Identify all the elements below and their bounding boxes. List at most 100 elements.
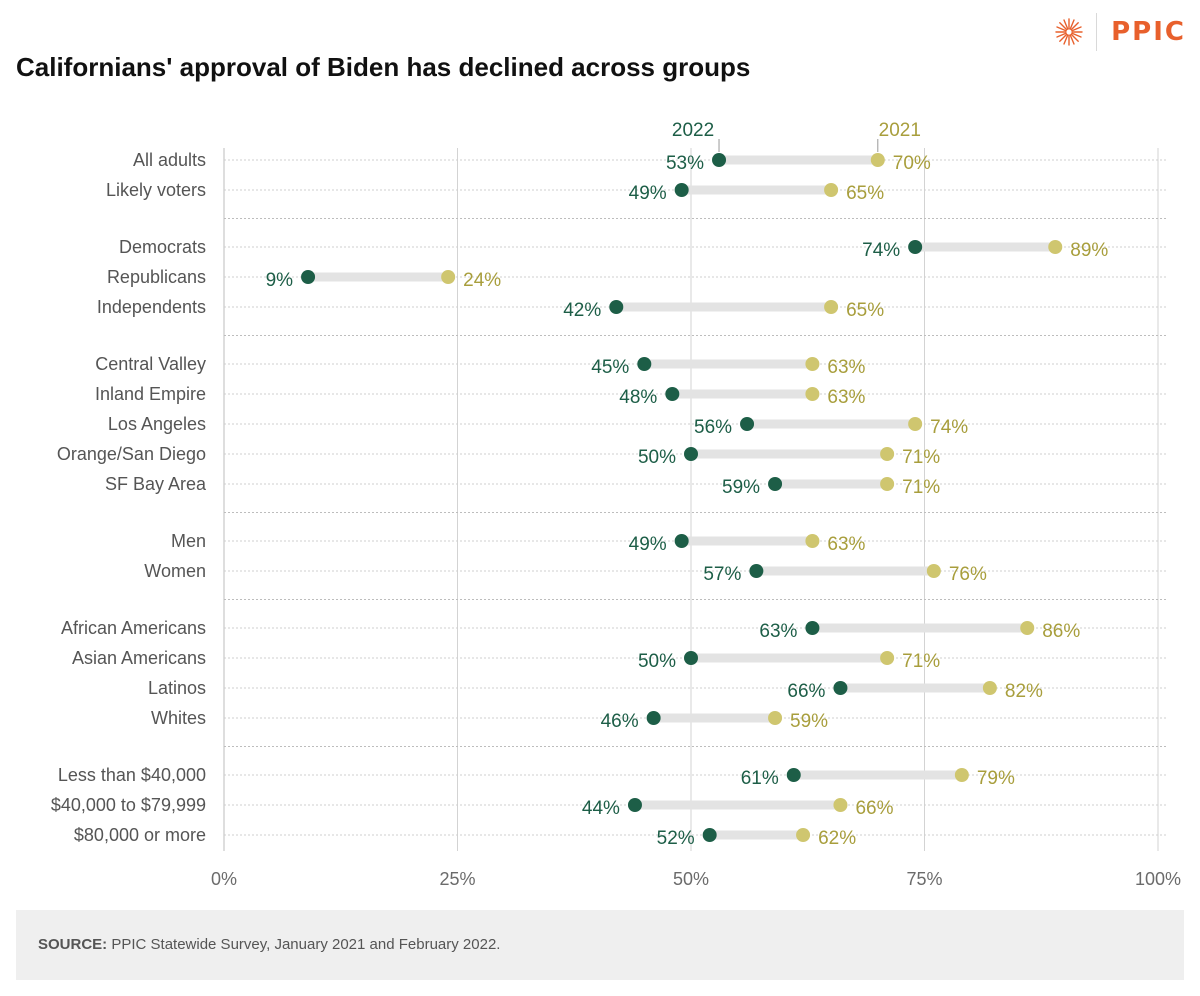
data-label-2022: 44%: [582, 798, 620, 819]
row-label: Women: [144, 561, 206, 581]
row-label: Independents: [97, 297, 206, 317]
source-note: SOURCE: PPIC Statewide Survey, January 2…: [38, 936, 500, 953]
data-label-2022: 9%: [266, 270, 294, 291]
x-tick-label: 100%: [1135, 869, 1181, 889]
chart-title: Californians' approval of Biden has decl…: [16, 52, 751, 82]
x-tick-label: 25%: [439, 869, 475, 889]
point-2022: [609, 300, 624, 314]
row-label: Republicans: [107, 267, 206, 287]
data-label-2021: 71%: [902, 651, 940, 672]
source-text: PPIC Statewide Survey, January 2021 and …: [107, 936, 501, 953]
data-label-2022: 53%: [666, 153, 704, 174]
point-2021: [824, 300, 839, 314]
point-2021: [441, 270, 456, 284]
data-label-2022: 49%: [629, 534, 667, 555]
data-label-2021: 65%: [846, 183, 884, 204]
point-2021: [870, 153, 885, 167]
point-2021: [824, 183, 839, 197]
data-label-2021: 63%: [827, 387, 865, 408]
x-tick-label: 0%: [211, 869, 237, 889]
point-2021: [880, 477, 895, 491]
point-2021: [805, 534, 820, 548]
point-2021: [1020, 621, 1035, 635]
row-label: Likely voters: [106, 180, 206, 200]
point-2022: [712, 153, 727, 167]
point-2022: [665, 387, 680, 401]
row-label: $80,000 or more: [74, 825, 206, 845]
logo-divider: [1096, 13, 1098, 51]
point-2022: [684, 651, 698, 665]
point-2021: [954, 768, 969, 782]
point-2021: [1048, 240, 1063, 254]
data-label-2021: 74%: [930, 417, 968, 438]
row-label: Whites: [151, 708, 206, 728]
data-label-2021: 76%: [949, 564, 987, 585]
point-2021: [880, 651, 895, 665]
point-2022: [805, 621, 820, 635]
data-label-2022: 56%: [694, 417, 732, 438]
row-label: $40,000 to $79,999: [51, 795, 206, 815]
point-2021: [805, 357, 820, 371]
point-2021: [805, 387, 820, 401]
data-label-2021: 63%: [827, 357, 865, 378]
data-label-2021: 24%: [463, 270, 501, 291]
data-label-2021: 65%: [846, 300, 884, 321]
data-label-2022: 49%: [629, 183, 667, 204]
point-2022: [768, 477, 783, 491]
data-label-2022: 46%: [601, 711, 639, 732]
legend-2021: 2021: [879, 120, 921, 141]
data-label-2021: 70%: [893, 153, 931, 174]
point-2021: [833, 798, 848, 812]
data-label-2021: 63%: [827, 534, 865, 555]
point-2021: [880, 447, 895, 461]
point-2022: [749, 564, 764, 578]
row-label: Democrats: [119, 237, 206, 257]
data-label-2022: 52%: [657, 828, 695, 849]
ppic-logo: PPIC: [1054, 12, 1186, 52]
data-label-2022: 59%: [722, 477, 760, 498]
data-label-2021: 79%: [977, 768, 1015, 789]
source-label: SOURCE:: [38, 936, 108, 953]
point-2021: [908, 417, 923, 431]
data-label-2022: 48%: [619, 387, 657, 408]
point-2022: [908, 240, 923, 254]
point-2021: [982, 681, 997, 695]
row-label: Central Valley: [95, 354, 206, 374]
row-label: Latinos: [148, 678, 206, 698]
row-label: All adults: [133, 150, 206, 170]
row-label: Less than $40,000: [58, 765, 206, 785]
data-label-2022: 45%: [591, 357, 629, 378]
row-label: Men: [171, 531, 206, 551]
row-label: Asian Americans: [72, 648, 206, 668]
point-2021: [768, 711, 783, 725]
data-label-2021: 71%: [902, 477, 940, 498]
point-2022: [786, 768, 801, 782]
data-label-2021: 66%: [855, 798, 893, 819]
data-label-2022: 50%: [638, 651, 676, 672]
sunburst-icon: [1055, 18, 1083, 46]
row-label: Inland Empire: [95, 384, 206, 404]
point-2021: [796, 828, 811, 842]
row-label: SF Bay Area: [105, 474, 207, 494]
point-2022: [674, 183, 689, 197]
data-label-2022: 50%: [638, 447, 676, 468]
legend-2022: 2022: [672, 120, 714, 141]
point-2022: [684, 447, 698, 461]
point-2022: [627, 798, 642, 812]
point-2022: [740, 417, 755, 431]
point-2022: [637, 357, 652, 371]
data-label-2022: 63%: [759, 621, 797, 642]
point-2021: [926, 564, 941, 578]
point-2022: [833, 681, 848, 695]
row-label: African Americans: [61, 618, 206, 638]
point-2022: [646, 711, 661, 725]
data-label-2022: 66%: [787, 681, 825, 702]
row-label: Los Angeles: [108, 414, 206, 434]
data-label-2021: 62%: [818, 828, 856, 849]
source-panel: SOURCE: PPIC Statewide Survey, January 2…: [16, 910, 1184, 980]
x-tick-label: 75%: [906, 869, 942, 889]
point-2022: [702, 828, 717, 842]
data-label-2022: 57%: [703, 564, 741, 585]
data-label-2022: 74%: [862, 240, 900, 261]
data-label-2021: 89%: [1070, 240, 1108, 261]
